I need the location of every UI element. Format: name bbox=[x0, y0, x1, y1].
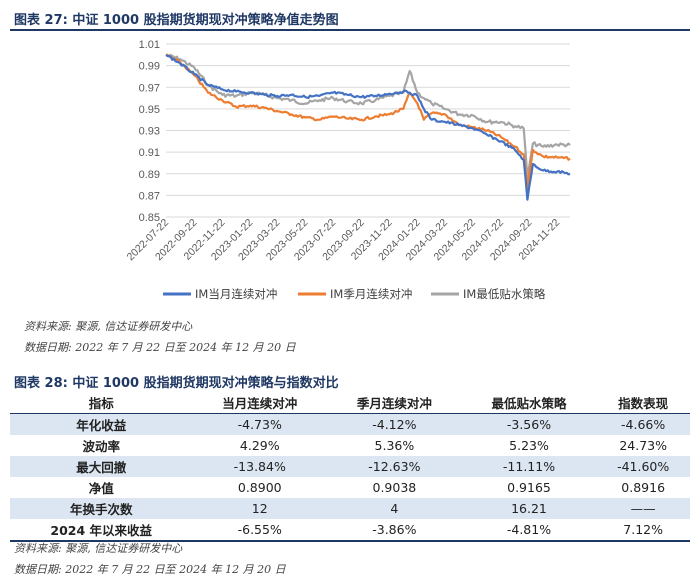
table-cell: -11.11% bbox=[461, 456, 597, 477]
y-tick-label: 0.95 bbox=[139, 104, 160, 116]
net-value-line-chart: 0.850.870.890.910.930.950.970.991.012022… bbox=[125, 39, 571, 301]
y-tick-label: 0.97 bbox=[139, 82, 160, 94]
table-cell: 12 bbox=[192, 498, 328, 519]
y-tick-label: 1.01 bbox=[139, 39, 160, 51]
figure-28-title: 图表 28: 中证 1000 股指期货期现对冲策略与指数对比 bbox=[14, 376, 339, 391]
table-cell: -3.86% bbox=[327, 519, 462, 542]
table-cell: 7.12% bbox=[596, 519, 690, 542]
y-tick-label: 0.85 bbox=[139, 212, 160, 224]
table-source-note: 资料来源: 聚源, 信达证券研发中心 bbox=[14, 542, 183, 555]
row-label: 2024 年以来收益 bbox=[10, 519, 193, 542]
table-cell: -4.12% bbox=[327, 413, 462, 435]
table-row: 2024 年以来收益 -6.55% -3.86% -4.81% 7.12% bbox=[10, 519, 690, 542]
table-date-note: 数据日期: 2022 年 7 月 22 日至 2024 年 12 月 20 日 bbox=[14, 563, 286, 576]
series-line-1 bbox=[166, 53, 571, 190]
table-header-row: 指标 当月连续对冲 季月连续对冲 最低贴水策略 指数表现 bbox=[10, 392, 690, 414]
legend-label: IM最低贴水策略 bbox=[463, 287, 546, 301]
chart-source-note: 资料来源: 聚源, 信达证券研发中心 bbox=[24, 320, 193, 333]
table-cell: 0.9038 bbox=[372, 480, 417, 495]
chart-date-note: 数据日期: 2022 年 7 月 22 日至 2024 年 12 月 20 日 bbox=[24, 341, 296, 354]
header-monthly-hedge: 当月连续对冲 bbox=[192, 392, 328, 414]
table-cell: 4 bbox=[327, 498, 462, 519]
table-cell: 5.36% bbox=[374, 438, 415, 453]
strategy-comparison-table: 指标 当月连续对冲 季月连续对冲 最低贴水策略 指数表现 年化收益 -4.73%… bbox=[10, 392, 690, 542]
table-row: 净值 0.8900 0.9038 0.9165 0.8916 bbox=[10, 477, 690, 498]
y-tick-label: 0.91 bbox=[139, 147, 160, 159]
table-cell: -4.81% bbox=[461, 519, 597, 542]
table-cell: 4.29% bbox=[239, 438, 280, 453]
row-label: 波动率 bbox=[82, 439, 120, 454]
row-label: 年化收益 bbox=[10, 413, 193, 435]
row-label: 最大回撤 bbox=[10, 456, 193, 477]
legend-label: IM当月连续对冲 bbox=[195, 287, 277, 301]
table-row: 年化收益 -4.73% -4.12% -3.56% -4.66% bbox=[10, 413, 690, 435]
legend-label: IM季月连续对冲 bbox=[330, 287, 412, 301]
table-cell: -3.56% bbox=[461, 413, 597, 435]
header-index: 指数表现 bbox=[596, 392, 690, 414]
header-indicator: 指标 bbox=[10, 392, 193, 414]
table-cell: -4.73% bbox=[192, 413, 328, 435]
table-cell: -4.66% bbox=[596, 413, 690, 435]
table-cell: 0.8916 bbox=[621, 480, 666, 495]
title-rule bbox=[10, 29, 690, 31]
table-cell: 5.23% bbox=[509, 438, 549, 453]
row-label: 年换手次数 bbox=[10, 498, 193, 519]
row-label: 净值 bbox=[88, 481, 114, 496]
table-cell: 0.9165 bbox=[507, 480, 551, 495]
series-line-2 bbox=[165, 53, 571, 180]
table-cell: 16.21 bbox=[461, 498, 597, 519]
header-quarterly-hedge: 季月连续对冲 bbox=[327, 392, 462, 414]
table-cell: -13.84% bbox=[192, 456, 328, 477]
header-min-discount: 最低贴水策略 bbox=[461, 392, 597, 414]
y-tick-label: 0.87 bbox=[139, 190, 160, 202]
table-cell: -6.55% bbox=[192, 519, 328, 542]
y-tick-label: 0.93 bbox=[139, 126, 160, 138]
table-cell: 24.73% bbox=[619, 438, 667, 453]
table-row: 年换手次数 12 4 16.21 —— bbox=[10, 498, 690, 519]
table-row: 波动率 4.29% 5.36% 5.23% 24.73% bbox=[10, 435, 690, 456]
figure-27-title: 图表 27: 中证 1000 股指期货期现对冲策略净值走势图 bbox=[14, 13, 339, 28]
table-cell: —— bbox=[596, 498, 690, 519]
table-cell: -41.60% bbox=[596, 456, 690, 477]
table-cell: -12.63% bbox=[327, 456, 462, 477]
y-tick-label: 0.99 bbox=[139, 61, 160, 73]
table-row: 最大回撤 -13.84% -12.63% -11.11% -41.60% bbox=[10, 456, 690, 477]
table-cell: 0.8900 bbox=[237, 480, 282, 495]
series-line-0 bbox=[165, 53, 571, 201]
y-tick-label: 0.89 bbox=[139, 169, 160, 181]
